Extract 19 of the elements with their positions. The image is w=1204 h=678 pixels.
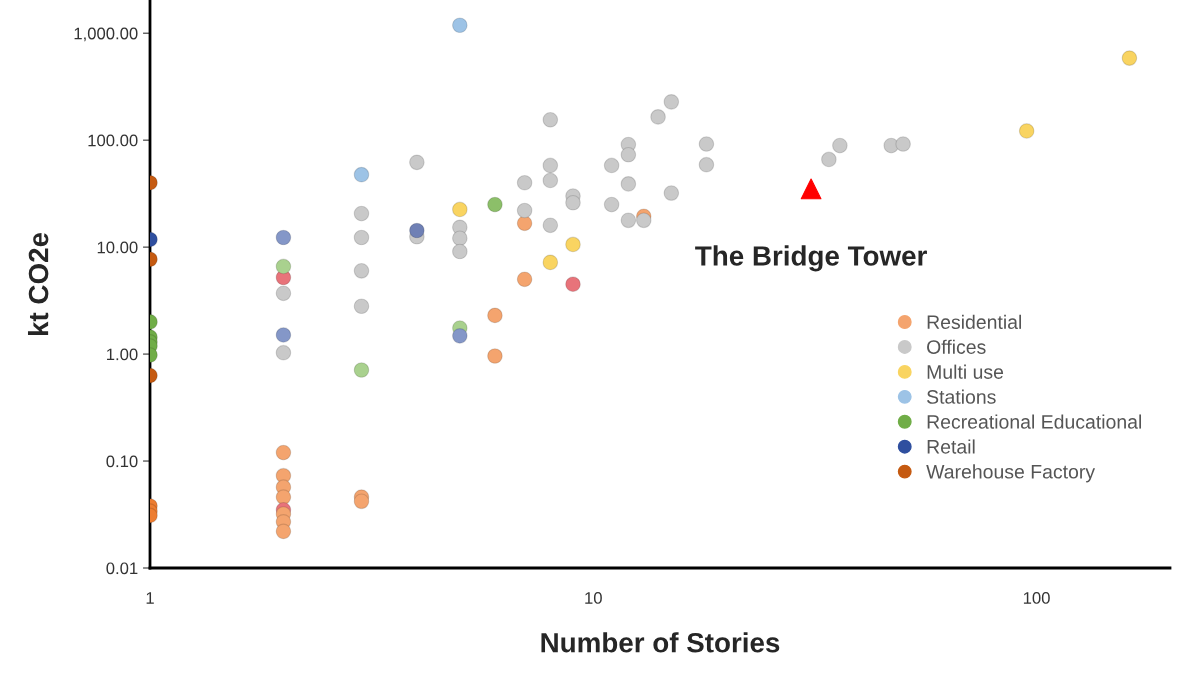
legend-label: Multi use	[927, 364, 1004, 379]
x-tick-label: 100	[1023, 592, 1050, 604]
legend-label: Retail	[927, 439, 975, 454]
y-tick-label: 100.00	[88, 134, 138, 147]
y-tick-label: 1.00	[107, 348, 138, 361]
x-tick-label: 1	[146, 592, 154, 604]
x-axis-title: Number of Stories	[541, 632, 780, 653]
legend-label: Offices	[927, 339, 986, 354]
y-axis-title: kt CO2e	[27, 232, 49, 336]
legend-label: Recreational Educational	[927, 414, 1142, 429]
y-tick-label: 1,000.00	[74, 27, 138, 42]
x-tick-label: 10	[585, 592, 602, 604]
legend-label: Stations	[927, 389, 996, 404]
legend-label: Warehouse Factory	[926, 464, 1096, 483]
y-tick-label: 10.00	[97, 241, 138, 254]
legend-label: Residential	[927, 314, 1022, 330]
annotation: The Bridge Tower	[695, 245, 927, 272]
y-tick-label: 0.10	[106, 455, 138, 468]
y-tick-label: 0.01	[106, 562, 138, 575]
